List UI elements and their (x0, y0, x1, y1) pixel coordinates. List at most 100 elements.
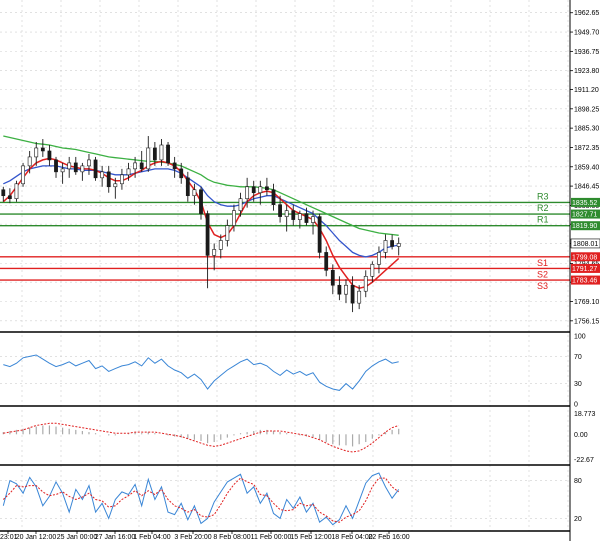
candle (238, 192, 243, 217)
price-tick-label: 1846.45 (574, 184, 599, 191)
candle (258, 180, 263, 205)
candle (27, 150, 32, 174)
candle-body (330, 270, 335, 286)
price-tick-label: 1769.10 (574, 299, 599, 306)
candle (113, 177, 118, 199)
candle-body (133, 162, 137, 170)
candle (73, 156, 78, 175)
rsi-panel (3, 354, 399, 391)
candle (146, 136, 151, 172)
candle (47, 144, 52, 166)
candle-body (271, 189, 276, 205)
stoch-tick-label: 20 (574, 516, 582, 523)
macd-signal-line (3, 422, 399, 453)
level-label-r3: R3 (537, 191, 549, 201)
candle (199, 186, 203, 220)
candle (377, 246, 381, 274)
candle (271, 183, 276, 211)
candle-body (324, 252, 329, 271)
candle-body (317, 216, 322, 253)
candle (251, 180, 256, 202)
rsi-tick-label: 100 (574, 334, 586, 341)
candle-body (218, 240, 223, 250)
chart-grid (0, 0, 570, 531)
candle (212, 243, 217, 271)
candle-body (40, 147, 45, 152)
candle (40, 139, 45, 157)
candle-body (1, 189, 6, 197)
candle (185, 171, 190, 202)
candle-body (126, 168, 131, 176)
candle-body (34, 147, 39, 158)
candle (120, 168, 124, 190)
candle (1, 186, 6, 202)
x-tick-label: 22 Feb 16:00 (368, 534, 409, 541)
candle-body (344, 284, 348, 295)
x-tick-label: 27 Jan 16:00 (95, 534, 136, 541)
candle (225, 219, 230, 247)
candle-body (7, 195, 12, 200)
candle (390, 234, 395, 250)
candle-body (291, 210, 296, 220)
stoch-tick-label: 80 (574, 478, 582, 485)
candle-body (120, 174, 124, 185)
rsi-line (3, 354, 399, 391)
candle (34, 142, 39, 166)
candle (245, 177, 250, 208)
candle-body (73, 162, 78, 173)
macd-panel (2, 422, 400, 453)
stoch-d-line (2, 477, 400, 523)
candle-body (139, 162, 144, 170)
rsi-tick-label: 0 (574, 402, 578, 409)
level-tag-value: 1835.52 (572, 200, 597, 207)
candle-body (152, 147, 157, 161)
level-tag-s1 (571, 252, 600, 262)
candle (166, 142, 170, 166)
candle-body (14, 183, 19, 200)
stochastic-panel (2, 472, 400, 526)
candle (139, 150, 144, 172)
level-tag-value: 1799.08 (572, 254, 597, 261)
candle-body (146, 147, 151, 170)
candle (133, 156, 137, 178)
current-price-value: 1808.01 (573, 241, 598, 248)
candle (344, 279, 348, 304)
candle-body (27, 156, 32, 167)
level-label-s3: S3 (537, 281, 548, 291)
candle-body (212, 249, 217, 256)
candle (218, 234, 223, 259)
candle (80, 162, 85, 181)
candle-body (67, 162, 72, 170)
candle-body (278, 204, 282, 217)
candle (67, 156, 72, 178)
x-tick-label: 20 Jan 12:00 (16, 534, 57, 541)
candle (172, 156, 177, 178)
candle (232, 204, 236, 232)
candle-body (383, 240, 388, 253)
candle-body (93, 159, 98, 179)
price-tick-label: 1872.35 (574, 145, 599, 152)
candle (350, 276, 355, 313)
candle (396, 237, 401, 256)
candle-body (100, 171, 105, 179)
macd-tick-label: 18.773 (574, 411, 596, 418)
candle (383, 234, 388, 259)
macd-tick-label: -22.67 (574, 457, 594, 464)
x-tick-label: 8 Feb 08:00 (213, 534, 250, 541)
level-tag-r2 (571, 209, 600, 219)
candle-body (370, 264, 375, 277)
level-label-r2: R2 (537, 203, 549, 213)
stoch-k-line (2, 472, 400, 526)
candle (311, 210, 315, 235)
rsi-tick-label: 30 (574, 381, 582, 388)
candle (291, 204, 296, 226)
price-tick-label: 1898.25 (574, 106, 599, 113)
candle-body (232, 210, 236, 226)
candle (297, 210, 302, 229)
candle-body (337, 284, 342, 295)
candle (54, 156, 58, 178)
candle-body (225, 225, 230, 241)
candle (126, 162, 131, 181)
